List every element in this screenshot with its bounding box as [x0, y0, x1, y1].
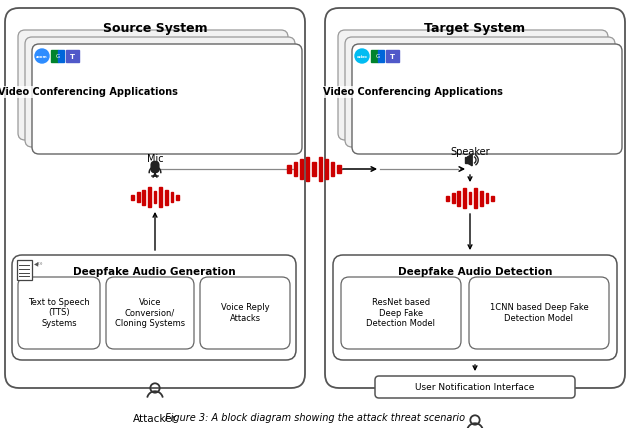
Text: Figure 3: A block diagram showing the attack threat scenario: Figure 3: A block diagram showing the at…	[165, 413, 465, 423]
Bar	[457, 190, 460, 205]
Bar	[154, 191, 156, 203]
Text: Video Conferencing Applications: Video Conferencing Applications	[0, 87, 178, 97]
FancyBboxPatch shape	[25, 37, 295, 147]
Bar	[463, 188, 466, 208]
Text: User Notification Interface: User Notification Interface	[415, 383, 535, 392]
Bar	[464, 157, 467, 163]
Bar	[294, 162, 297, 176]
FancyBboxPatch shape	[341, 277, 461, 349]
Bar	[377, 50, 384, 62]
Bar	[386, 50, 399, 62]
Text: 1CNN based Deep Fake
Detection Model: 1CNN based Deep Fake Detection Model	[490, 303, 588, 323]
FancyBboxPatch shape	[106, 277, 194, 349]
Text: Source System: Source System	[103, 22, 207, 35]
Circle shape	[35, 49, 49, 63]
Bar	[148, 187, 151, 207]
Text: T: T	[69, 54, 74, 59]
FancyBboxPatch shape	[345, 37, 615, 147]
FancyBboxPatch shape	[338, 30, 608, 140]
Text: Text to Speech
(TTS)
Systems: Text to Speech (TTS) Systems	[28, 298, 90, 328]
Text: Deepfake Audio Generation: Deepfake Audio Generation	[72, 267, 236, 277]
Bar	[312, 162, 316, 176]
Bar	[159, 187, 162, 207]
Bar	[371, 50, 377, 62]
Bar	[469, 192, 471, 204]
Text: Speaker: Speaker	[450, 147, 490, 157]
Text: Voice Reply
Attacks: Voice Reply Attacks	[220, 303, 269, 323]
FancyBboxPatch shape	[352, 44, 622, 154]
Bar	[331, 162, 335, 176]
Bar	[338, 165, 341, 172]
FancyBboxPatch shape	[18, 30, 288, 140]
Polygon shape	[467, 154, 472, 166]
Bar	[474, 188, 477, 208]
Bar	[480, 190, 483, 205]
Text: Video Conferencing Applications: Video Conferencing Applications	[323, 87, 503, 97]
Bar	[452, 193, 454, 203]
Bar	[287, 165, 290, 172]
Bar	[325, 159, 328, 179]
Bar	[17, 260, 32, 280]
FancyBboxPatch shape	[5, 8, 305, 388]
Text: ResNet based
Deep Fake
Detection Model: ResNet based Deep Fake Detection Model	[367, 298, 435, 328]
Bar	[486, 193, 488, 203]
Text: Mic: Mic	[147, 154, 163, 164]
Text: ◀: ◀	[34, 262, 38, 267]
FancyBboxPatch shape	[469, 277, 609, 349]
Bar	[131, 194, 134, 199]
Text: G: G	[375, 54, 380, 59]
FancyBboxPatch shape	[151, 161, 159, 172]
Text: G: G	[55, 54, 60, 59]
Bar	[57, 50, 64, 62]
Text: Deepfake Audio Detection: Deepfake Audio Detection	[398, 267, 552, 277]
Circle shape	[355, 49, 369, 63]
Bar	[137, 192, 139, 202]
Text: T: T	[389, 54, 394, 59]
Bar	[176, 194, 179, 199]
FancyBboxPatch shape	[325, 8, 625, 388]
Bar	[306, 157, 309, 181]
Bar	[51, 50, 64, 62]
Text: Target System: Target System	[425, 22, 525, 35]
Text: Voice
Conversion/
Cloning Systems: Voice Conversion/ Cloning Systems	[115, 298, 185, 328]
FancyBboxPatch shape	[32, 44, 302, 154]
Bar	[165, 190, 168, 205]
Text: zoom: zoom	[36, 54, 48, 59]
FancyBboxPatch shape	[200, 277, 290, 349]
Bar	[491, 196, 494, 200]
Text: )))): ))))	[37, 262, 43, 266]
Bar	[446, 196, 449, 200]
Bar	[171, 192, 173, 202]
Bar	[66, 50, 79, 62]
Bar	[319, 157, 322, 181]
FancyBboxPatch shape	[333, 255, 617, 360]
FancyBboxPatch shape	[12, 255, 296, 360]
Bar	[142, 190, 145, 205]
FancyBboxPatch shape	[375, 376, 575, 398]
FancyBboxPatch shape	[18, 277, 100, 349]
Bar	[51, 50, 57, 62]
Text: webex: webex	[357, 54, 367, 59]
Text: Attacker: Attacker	[133, 414, 177, 424]
Bar	[300, 159, 303, 179]
